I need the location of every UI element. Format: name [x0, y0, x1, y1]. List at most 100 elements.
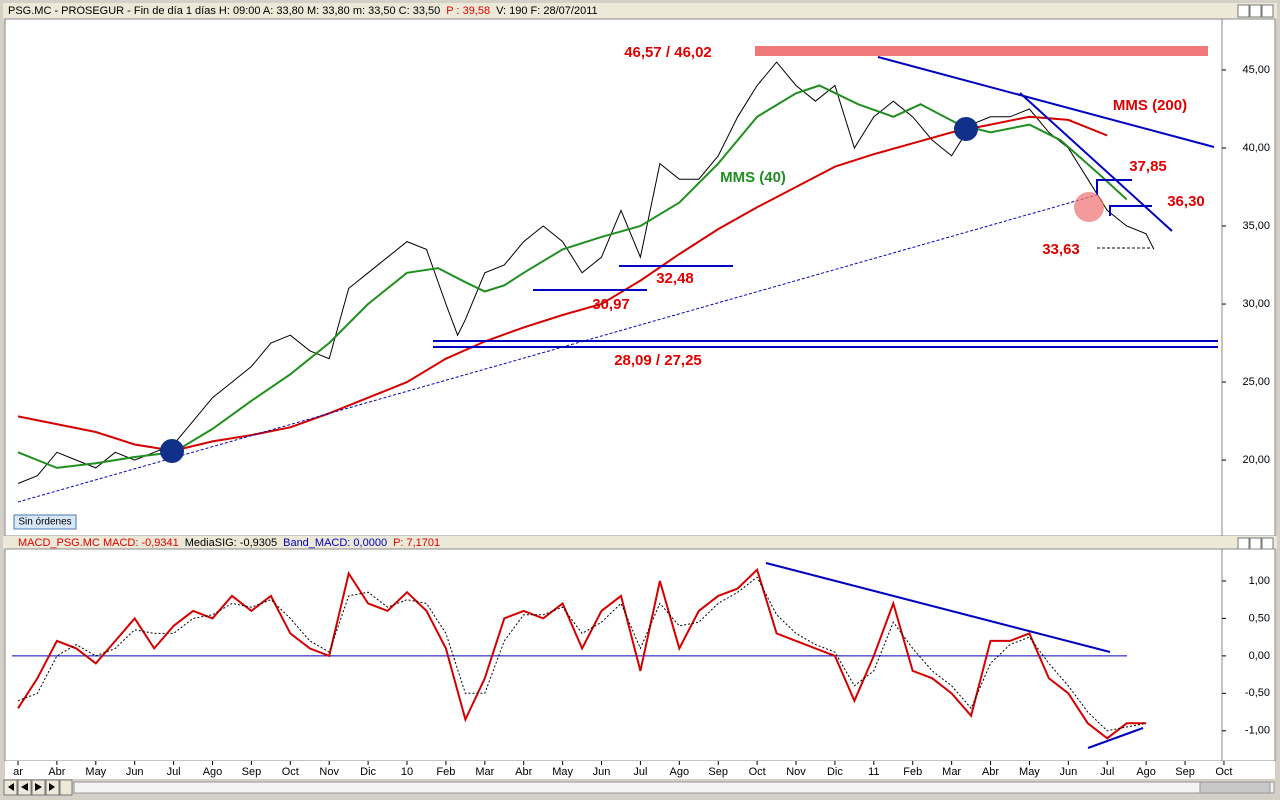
plot-layer: 20,00 25,00 30,00 35,00 40,00 45,00 1,00 0,50 0,…	[12, 61, 1270, 778]
macd-trendline	[765, 562, 1111, 653]
maximize[interactable]	[1249, 537, 1262, 550]
x-tick-label: ar	[13, 766, 23, 778]
x-axis-strip	[5, 761, 1275, 779]
x-tick-label: Jul	[167, 766, 181, 778]
y-tick-label: 45,00	[1242, 64, 1270, 76]
x-tick-label: Ago	[670, 766, 690, 778]
macd-window-buttons[interactable]	[1237, 537, 1274, 550]
annotation: 37,85	[1129, 158, 1167, 175]
y-tick-label: 25,00	[1242, 376, 1270, 388]
minimize[interactable]	[1237, 4, 1250, 18]
cross-marker	[160, 439, 184, 463]
x-tick-label: 10	[401, 766, 413, 778]
x-tick-label: Abr	[48, 766, 65, 778]
x-tick-label: Sep	[708, 766, 728, 778]
x-tick-label: Mar	[942, 766, 961, 778]
x-tick-label: Sep	[242, 766, 262, 778]
series-line	[17, 576, 1147, 732]
annotation: 36,30	[1167, 193, 1205, 210]
trendline	[1019, 92, 1173, 232]
trendline	[17, 194, 1098, 503]
y-tick-label: 20,00	[1242, 454, 1270, 466]
x-tick-label: Dic	[360, 766, 376, 778]
y-tick-label: -1,00	[1245, 725, 1270, 737]
scrollbar[interactable]	[73, 781, 1275, 794]
y-tick-label: 30,00	[1242, 298, 1270, 310]
nav-end[interactable]	[59, 779, 73, 796]
y-tick-label: 1,00	[1249, 575, 1270, 587]
macd-trendline	[1087, 727, 1144, 749]
nav-icon	[49, 783, 55, 791]
x-tick-label: Jul	[1100, 766, 1114, 778]
annotations: 46,57 / 46,02 MMS (200) MMS (40) 37,85 3…	[592, 44, 1205, 369]
x-tick-label: May	[552, 766, 573, 778]
level-line	[1096, 179, 1132, 195]
title-bar	[3, 3, 1277, 19]
nav-icon	[8, 783, 14, 791]
x-tick-label: Jun	[593, 766, 611, 778]
macd-header-part: P: 7,1701	[393, 537, 440, 549]
scroll-thumb[interactable]	[1199, 781, 1271, 794]
x-tick-label: Ago	[203, 766, 223, 778]
close[interactable]	[1261, 537, 1274, 550]
x-tick-label: Dic	[827, 766, 843, 778]
studies	[17, 46, 1218, 749]
annotation: 28,09 / 27,25	[614, 352, 702, 369]
x-tick-label: Oct	[749, 766, 766, 778]
highlight-circle	[1074, 192, 1104, 222]
x-tick-label: Sep	[1175, 766, 1195, 778]
orders-button[interactable]: Sin órdenes	[13, 514, 77, 530]
annotation: MMS (40)	[720, 169, 786, 186]
x-tick-label: Jun	[1059, 766, 1077, 778]
header-part: P : 39,58	[446, 5, 490, 17]
macd-header-part: MediaSIG: -0,9305	[185, 537, 277, 549]
x-tick-label: Mar	[475, 766, 494, 778]
close[interactable]	[1261, 4, 1274, 18]
macd-header-part: Band_MACD: 0,0000	[283, 537, 387, 549]
x-tick-label: Oct	[282, 766, 299, 778]
x-tick-label: May	[85, 766, 106, 778]
macd-header-part: MACD_PSG.MC MACD: -0,9341	[18, 537, 179, 549]
x-tick-label: Ago	[1136, 766, 1156, 778]
button-label[interactable]: Sin órdenes	[18, 517, 71, 528]
y-tick-label: 40,00	[1242, 142, 1270, 154]
x-tick-label: Abr	[982, 766, 999, 778]
annotation: 32,48	[656, 270, 694, 287]
header-part: V: 190 F: 28/07/2011	[496, 5, 598, 17]
x-tick-label: Jul	[633, 766, 647, 778]
macd-header: MACD_PSG.MC MACD: -0,9341 MediaSIG: -0,93…	[18, 537, 440, 549]
annotation: 30,97	[592, 296, 630, 313]
x-tick-label: Nov	[319, 766, 339, 778]
y-tick-label: -0,50	[1245, 687, 1270, 699]
macd-header-bar	[3, 536, 1277, 549]
nav-icon	[35, 783, 42, 791]
price-panel	[4, 18, 1276, 537]
x-tick-label: Oct	[1215, 766, 1232, 778]
resistance-band	[755, 46, 1208, 56]
nav-buttons[interactable]	[3, 779, 1275, 796]
nav-icon	[21, 783, 28, 791]
x-tick-label: Feb	[436, 766, 455, 778]
x-tick-label: Nov	[786, 766, 806, 778]
maximize[interactable]	[1249, 4, 1262, 18]
window-buttons[interactable]	[1237, 4, 1274, 18]
x-tick-label: Abr	[515, 766, 532, 778]
annotation: MMS (200)	[1113, 97, 1187, 114]
y-tick-label: 35,00	[1242, 220, 1270, 232]
macd-panel	[4, 548, 1276, 762]
header-part: PSG.MC - PROSEGUR - Fin de día 1 días H:…	[8, 5, 440, 17]
x-tick-label: 11	[868, 766, 879, 778]
annotation: 33,63	[1042, 241, 1080, 258]
x-tick-label: Feb	[903, 766, 922, 778]
series-line	[17, 115, 1108, 452]
button-frame[interactable]	[13, 514, 77, 530]
x-tick-label: Jun	[126, 766, 144, 778]
minimize[interactable]	[1237, 537, 1250, 550]
cross-marker	[954, 117, 978, 141]
y-tick-label: 0,50	[1249, 612, 1270, 624]
header-text: PSG.MC - PROSEGUR - Fin de día 1 días H:…	[8, 5, 598, 17]
series-line	[17, 84, 1128, 469]
annotation: 46,57 / 46,02	[624, 44, 712, 61]
